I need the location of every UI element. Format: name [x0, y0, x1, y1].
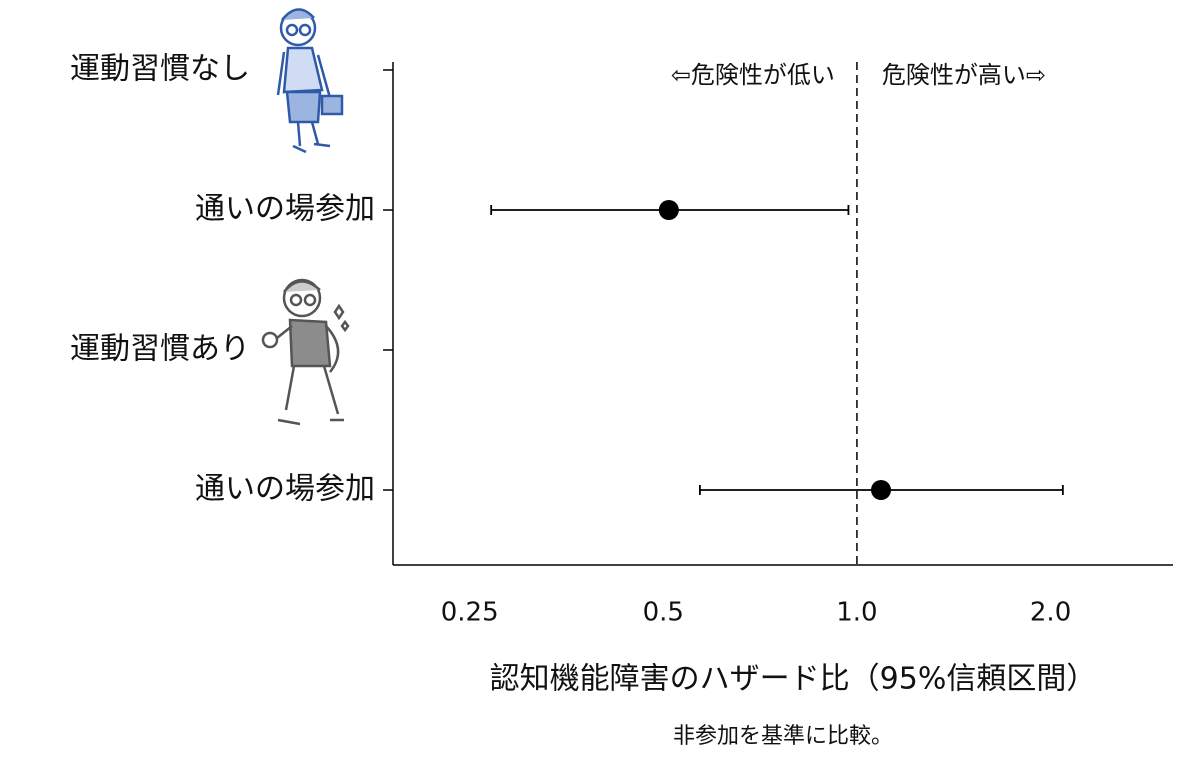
- x-tick-label: 2.0: [1030, 598, 1071, 628]
- x-tick-label: 0.25: [441, 598, 499, 628]
- illustration-sedentary: [276, 8, 344, 154]
- y-tick-label: 運動習慣あり: [70, 332, 250, 367]
- x-tick-label: 1.0: [836, 598, 877, 628]
- illustration-active: [261, 278, 350, 426]
- y-tick-label: 通いの場参加: [195, 472, 375, 507]
- note: 非参加を基準に比較。: [673, 724, 893, 749]
- annotation: 危険性が高い⇨: [882, 61, 1046, 89]
- point-estimate: [871, 480, 892, 500]
- x-axis-label: 認知機能障害のハザード比（95%信頼区間）: [490, 662, 1097, 697]
- x-tick-label: 0.5: [643, 598, 684, 628]
- y-tick-label: 運動習慣なし: [70, 52, 250, 87]
- annotation: ⇦危険性が低い: [671, 61, 835, 89]
- point-estimate: [658, 200, 679, 220]
- y-tick-label: 通いの場参加: [195, 192, 375, 227]
